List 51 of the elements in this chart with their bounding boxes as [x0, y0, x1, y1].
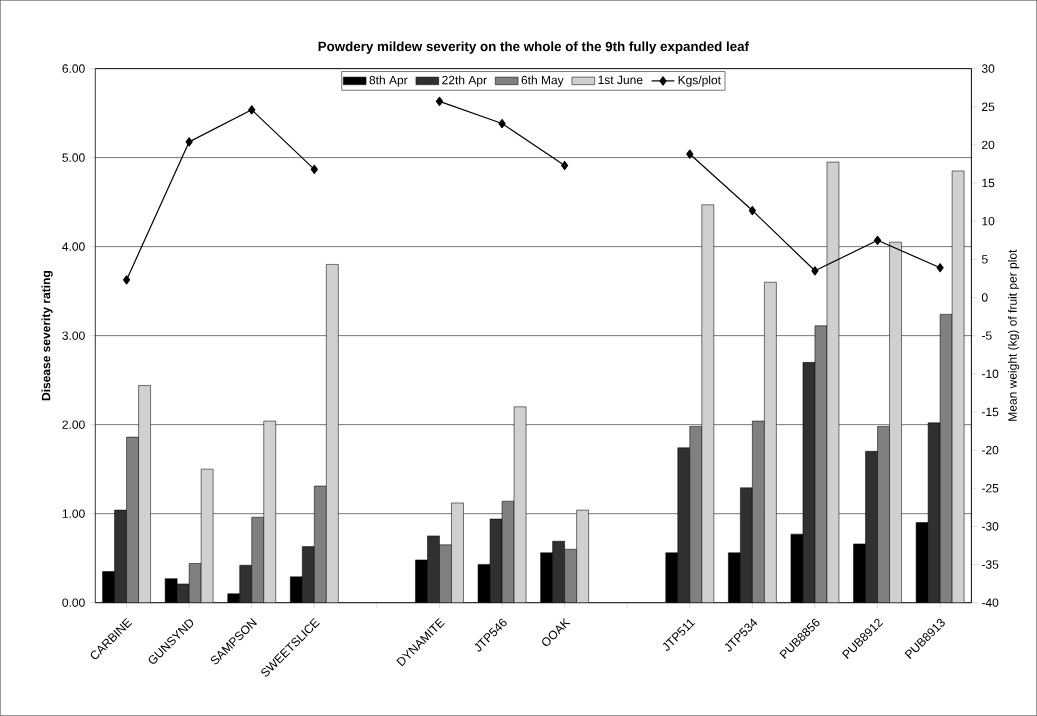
bar: [764, 281, 777, 603]
bar: [326, 264, 339, 603]
point: [811, 266, 819, 276]
point: [310, 164, 318, 174]
y2-tick-label: -40: [982, 598, 999, 607]
point: [498, 118, 506, 129]
point: [248, 105, 256, 115]
point: [561, 160, 569, 171]
bar: [451, 502, 464, 603]
y2-tick-label: 20: [982, 140, 995, 150]
y2-axis-title: Mean weight (kg) of fruit per plot: [1007, 249, 1020, 421]
point: [185, 137, 193, 147]
y2-tick-label: -10: [982, 369, 999, 379]
y2-tick-label: -15: [982, 407, 999, 417]
bar: [263, 420, 277, 603]
y-tick-label: 3.00: [62, 331, 85, 340]
legend-label: Kgs/plot: [678, 75, 721, 87]
point: [873, 235, 882, 245]
point: [936, 263, 944, 273]
y2-tick-label: 25: [982, 102, 995, 112]
y2-tick-label: -25: [982, 483, 999, 493]
y2-tick-label: -30: [982, 522, 999, 531]
bar: [138, 385, 151, 603]
point: [122, 275, 131, 285]
point: [686, 149, 694, 159]
legend-label: 22th Apr: [442, 75, 487, 87]
y-tick-label: 4.00: [62, 242, 85, 251]
y-tick-label: 0.00: [62, 598, 85, 607]
legend-label: 8th Apr: [369, 75, 408, 87]
bar: [200, 468, 214, 603]
y2-tick-label: 10: [982, 216, 995, 226]
legend-label: 6th May: [521, 75, 564, 87]
bar: [576, 509, 589, 603]
y-axis-title: Disease severity rating: [41, 271, 53, 401]
y2-tick-label: -35: [982, 560, 999, 569]
y2-tick-label: -5: [982, 331, 992, 340]
bar: [701, 204, 715, 603]
y2-tick-label: 5: [981, 255, 988, 264]
point: [435, 96, 444, 107]
legend-label: 1st June: [598, 75, 643, 85]
y-tick-label: 2.00: [62, 420, 85, 429]
y2-tick-label: 30: [981, 64, 995, 73]
y2-tick-label: 15: [982, 178, 995, 188]
chart-title: Powdery mildew severity on the whole of the 9th fully expanded leaf: [318, 41, 750, 54]
bar: [889, 241, 902, 603]
y2-tick-label: 0: [981, 293, 988, 302]
y-tick-label: 1.00: [62, 509, 85, 518]
point: [748, 205, 756, 216]
y2-tick-label: -20: [982, 445, 999, 455]
y-tick-label: 6.00: [62, 64, 85, 73]
y-tick-label: 5.00: [62, 153, 85, 162]
